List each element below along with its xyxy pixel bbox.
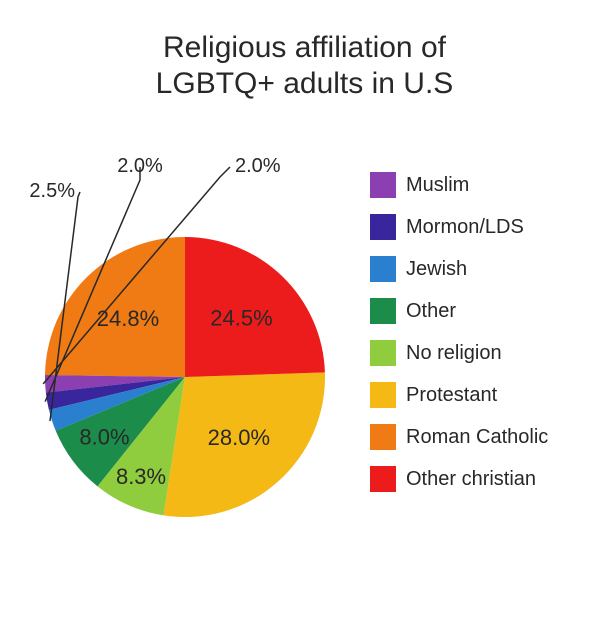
legend-swatch-romancatholic xyxy=(370,424,396,450)
legend-item-protestant: Protestant xyxy=(370,382,548,408)
pie-chart: 8.0% 8.3% 28.0% 24.8% 24.5% 2.0% 2.0% 2.5% xyxy=(20,142,380,612)
legend-label-other: Other xyxy=(406,300,456,323)
title-line-2: LGBTQ+ adults in U.S xyxy=(156,67,454,100)
legend-item-other: Other xyxy=(370,298,548,324)
legend-item-muslim: Muslim xyxy=(370,172,548,198)
label-romancatholic: 24.8% xyxy=(97,306,159,331)
title-line-1: Religious affiliation of xyxy=(163,31,446,64)
legend-swatch-muslim xyxy=(370,172,396,198)
legend-label-jewish: Jewish xyxy=(406,258,467,281)
legend-item-romancatholic: Roman Catholic xyxy=(370,424,548,450)
legend-item-otherchristian: Other christian xyxy=(370,466,548,492)
chart-area: 8.0% 8.3% 28.0% 24.8% 24.5% 2.0% 2.0% 2.5% Musl… xyxy=(0,112,609,612)
legend-swatch-noreligion xyxy=(370,340,396,366)
legend-swatch-other xyxy=(370,298,396,324)
legend-label-muslim: Muslim xyxy=(406,174,469,197)
label-other: 8.0% xyxy=(79,425,129,450)
legend: Muslim Mormon/LDS Jewish Other No religion Pr… xyxy=(370,172,548,508)
label-muslim: 2.0% xyxy=(235,155,281,177)
label-otherchristian: 24.5% xyxy=(210,306,272,331)
label-jewish: 2.5% xyxy=(29,180,75,202)
legend-swatch-mormon xyxy=(370,214,396,240)
legend-item-noreligion: No religion xyxy=(370,340,548,366)
legend-swatch-protestant xyxy=(370,382,396,408)
label-noreligion: 8.3% xyxy=(116,464,166,489)
legend-label-mormon: Mormon/LDS xyxy=(406,216,524,239)
legend-swatch-otherchristian xyxy=(370,466,396,492)
legend-label-noreligion: No religion xyxy=(406,342,502,365)
legend-item-jewish: Jewish xyxy=(370,256,548,282)
legend-label-otherchristian: Other christian xyxy=(406,468,536,491)
label-protestant: 28.0% xyxy=(208,425,270,450)
legend-item-mormon: Mormon/LDS xyxy=(370,214,548,240)
legend-label-romancatholic: Roman Catholic xyxy=(406,426,548,449)
legend-swatch-jewish xyxy=(370,256,396,282)
legend-label-protestant: Protestant xyxy=(406,384,497,407)
chart-title: Religious affiliation of LGBTQ+ adults i… xyxy=(0,0,609,112)
label-mormon: 2.0% xyxy=(117,155,163,177)
